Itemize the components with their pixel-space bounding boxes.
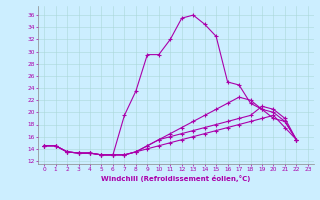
X-axis label: Windchill (Refroidissement éolien,°C): Windchill (Refroidissement éolien,°C) bbox=[101, 175, 251, 182]
